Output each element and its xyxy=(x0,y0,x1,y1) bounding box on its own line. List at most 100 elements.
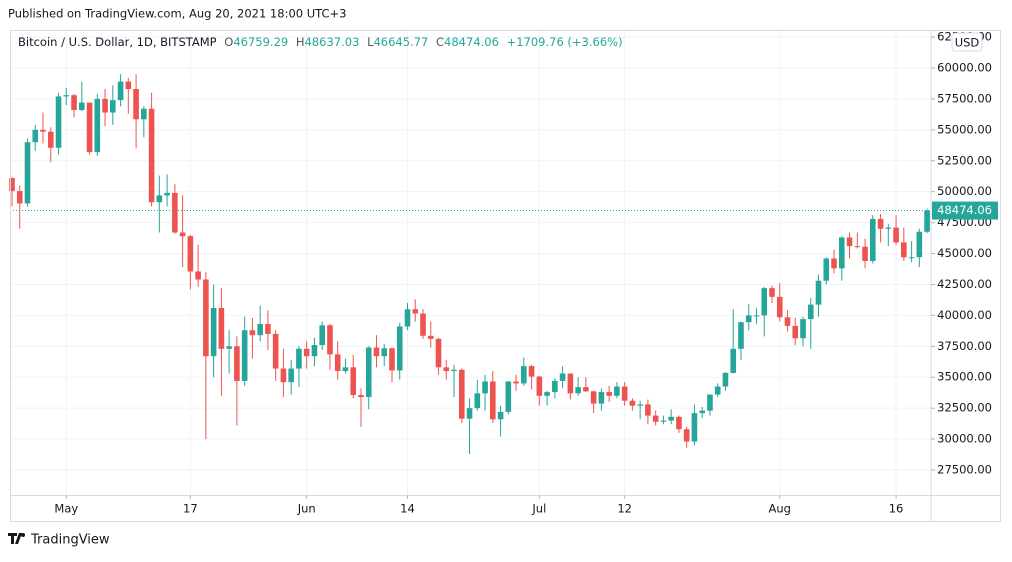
candle-body xyxy=(226,346,232,349)
x-tick-label: 16 xyxy=(889,502,904,516)
currency-badge xyxy=(951,32,983,52)
candle-body xyxy=(567,373,574,394)
y-tick-label: 27500.00 xyxy=(937,463,992,477)
y-tick-label: 40000.00 xyxy=(937,308,992,322)
candle-body xyxy=(412,309,419,314)
candle-body xyxy=(280,368,287,383)
candle-body xyxy=(575,387,581,394)
candle-body xyxy=(691,413,698,442)
candle-body xyxy=(652,415,659,422)
candle-body xyxy=(195,271,201,280)
x-tick-label: Jul xyxy=(531,502,546,516)
candle-body xyxy=(32,129,39,143)
candle-body xyxy=(528,366,535,377)
candle-body xyxy=(505,381,512,412)
candle-body xyxy=(590,391,597,404)
currency: USD xyxy=(955,36,980,50)
ohlc-value: 48474.06 xyxy=(444,35,499,49)
candle-body xyxy=(908,257,915,259)
published-note: Published on TradingView.com, Aug 20, 20… xyxy=(8,7,346,21)
candle-body xyxy=(311,345,318,357)
y-tick-label: 50000.00 xyxy=(937,184,992,198)
candle-body xyxy=(156,195,163,203)
candle-body xyxy=(125,81,132,90)
candle-body xyxy=(164,192,170,196)
candle-body xyxy=(466,408,473,419)
candle-body xyxy=(288,368,294,383)
change: +1709.76 (+3.66%) xyxy=(507,35,623,49)
x-tick-label: Jun xyxy=(297,502,316,516)
candle-body xyxy=(823,258,830,281)
candle-body xyxy=(133,89,139,120)
candle-body xyxy=(862,246,868,261)
candle-body xyxy=(210,307,217,357)
candle-body xyxy=(536,376,543,396)
candle-body xyxy=(877,218,884,229)
candle-body xyxy=(490,381,496,420)
candle-body xyxy=(699,410,705,414)
candle-body xyxy=(234,346,240,381)
candle-body xyxy=(776,296,783,318)
candle-body xyxy=(831,258,837,269)
candle-body xyxy=(420,313,426,336)
candle-body xyxy=(78,102,85,111)
legend: Bitcoin / U.S. Dollar, 1D, BITSTAMP O467… xyxy=(18,35,623,49)
ohlc-value: 46759.29 xyxy=(233,35,288,49)
logo-dot xyxy=(21,533,25,537)
candle-body xyxy=(598,392,605,404)
candle-body xyxy=(358,395,364,398)
candle-body xyxy=(296,348,302,369)
y-tick-label: 55000.00 xyxy=(937,122,992,136)
candle-body xyxy=(389,348,395,371)
y-tick-label: 37500.00 xyxy=(937,339,992,353)
candle-body xyxy=(854,246,861,248)
symbol: Bitcoin / U.S. Dollar, 1D, BITSTAMP xyxy=(18,35,217,49)
candle-body xyxy=(241,330,248,381)
candle-body xyxy=(187,236,194,272)
candle-body xyxy=(753,315,760,317)
candle-body xyxy=(707,394,713,411)
y-tick-label: 45000.00 xyxy=(937,246,992,260)
candle-body xyxy=(148,108,155,203)
candle-body xyxy=(71,95,77,111)
candle-body xyxy=(265,324,271,334)
candle-body xyxy=(218,307,225,349)
candle-body xyxy=(614,386,620,396)
frame xyxy=(10,30,1001,522)
candle-body xyxy=(792,325,799,339)
y-tick-label: 30000.00 xyxy=(937,432,992,446)
candle-body xyxy=(47,131,54,148)
candle-body xyxy=(916,231,923,258)
x-tick-label: 12 xyxy=(617,502,632,516)
axes: 27500.00 30000.00 32500.00 35000.00 37500.00… xyxy=(54,30,998,516)
candle-body xyxy=(9,178,15,192)
candle-body xyxy=(559,373,566,381)
candle-body xyxy=(102,98,108,113)
ohlc-value: 48637.03 xyxy=(305,35,360,49)
candle-body xyxy=(606,392,612,396)
candle-body xyxy=(381,348,388,357)
candle-body xyxy=(365,347,372,398)
candle-body xyxy=(16,191,23,204)
candle-body xyxy=(846,237,853,247)
candle-body xyxy=(141,108,147,120)
plot xyxy=(9,30,931,495)
candle-body xyxy=(870,218,876,261)
candle-body xyxy=(334,354,341,372)
candle-body xyxy=(714,386,721,395)
last-price-badge xyxy=(932,201,998,220)
logo-mark xyxy=(8,533,22,544)
candle-body xyxy=(451,369,457,372)
y-tick-label: 57500.00 xyxy=(937,91,992,105)
y-tick-label: 52500.00 xyxy=(937,153,992,167)
ohlc-value: 46645.77 xyxy=(373,35,428,49)
candle-body xyxy=(521,366,527,384)
candle-body xyxy=(172,192,178,233)
footer-brand: TradingView xyxy=(30,533,110,548)
candle-body xyxy=(24,142,31,204)
candle-body xyxy=(497,411,504,420)
candle-body xyxy=(373,347,380,357)
candle-body xyxy=(800,319,806,339)
